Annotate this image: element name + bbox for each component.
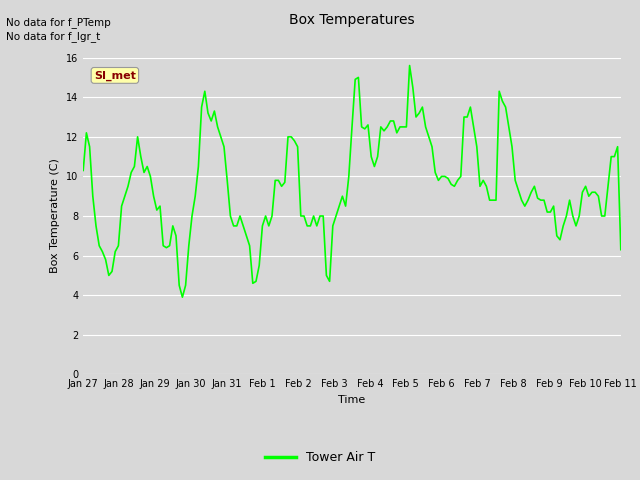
Text: SI_met: SI_met (94, 70, 136, 81)
Legend: Tower Air T: Tower Air T (260, 446, 380, 469)
Title: Box Temperatures: Box Temperatures (289, 13, 415, 27)
X-axis label: Time: Time (339, 395, 365, 405)
Text: No data for f_lgr_t: No data for f_lgr_t (6, 31, 100, 42)
Text: No data for f_PTemp: No data for f_PTemp (6, 17, 111, 28)
Y-axis label: Box Temperature (C): Box Temperature (C) (51, 158, 60, 274)
